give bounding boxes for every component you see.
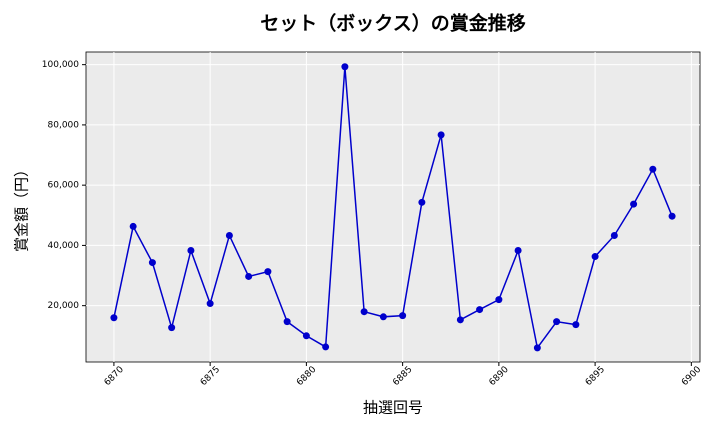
point	[476, 306, 484, 314]
x-axis-label: 抽選回号	[363, 399, 423, 417]
y-tick-label: 20,000	[48, 301, 80, 311]
point	[129, 222, 137, 230]
y-tick-label: 40,000	[48, 241, 80, 251]
point	[399, 312, 407, 320]
point	[668, 212, 676, 220]
point	[649, 165, 657, 173]
point	[379, 313, 387, 321]
point	[245, 272, 253, 280]
point	[168, 324, 176, 332]
point	[591, 253, 599, 261]
point	[225, 231, 233, 239]
x-tick-label: 6880	[295, 365, 318, 388]
x-tick-label: 6885	[391, 365, 414, 388]
point	[322, 343, 330, 351]
point	[360, 308, 368, 316]
y-tick-label: 80,000	[48, 120, 80, 130]
point	[437, 131, 445, 139]
x-tick-label: 6875	[199, 365, 222, 388]
point	[630, 200, 638, 208]
point	[418, 198, 426, 206]
line	[113, 66, 673, 350]
point	[264, 268, 272, 276]
point	[302, 332, 310, 340]
x-tick-label: 6895	[584, 365, 607, 388]
point	[110, 314, 118, 322]
point	[148, 259, 156, 267]
point	[456, 316, 464, 324]
y-tick-label: 100,000	[42, 60, 79, 70]
point	[610, 231, 618, 239]
point	[572, 321, 580, 329]
x-tick-label: 6900	[680, 365, 703, 388]
point	[206, 300, 214, 308]
grid	[86, 52, 700, 362]
chart-title: セット（ボックス）の賞金推移	[260, 12, 525, 35]
x-tick-label: 6890	[488, 365, 511, 388]
point	[495, 296, 503, 304]
y-axis-label: 賞金額（円）	[13, 162, 31, 252]
point	[553, 318, 561, 326]
point	[187, 247, 195, 255]
point	[514, 247, 522, 255]
point	[533, 344, 541, 352]
x-tick-label: 6870	[103, 365, 126, 388]
point	[341, 63, 349, 71]
point	[283, 318, 291, 326]
marks	[110, 63, 676, 352]
plot-area	[85, 51, 701, 363]
y-tick-label: 60,000	[48, 181, 80, 191]
